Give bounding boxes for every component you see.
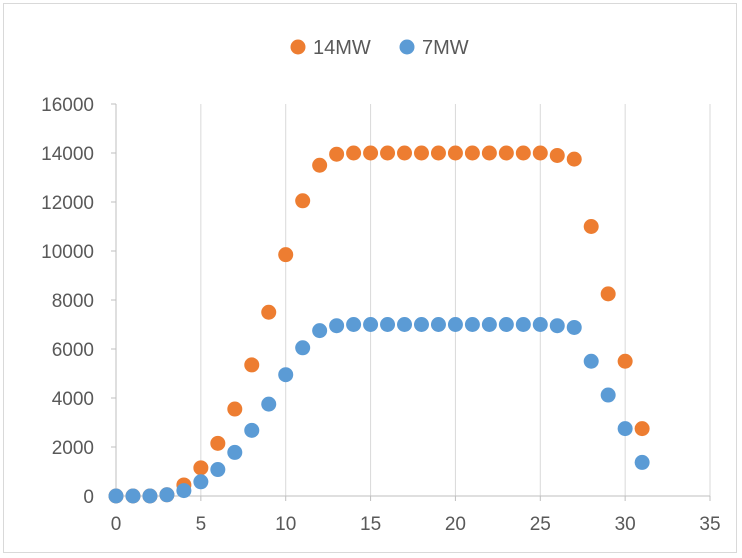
y-tick-label: 12000 bbox=[41, 193, 94, 214]
y-tick-label: 0 bbox=[83, 487, 94, 508]
data-point-7mw-23 bbox=[498, 317, 514, 332]
data-point-14mw-20 bbox=[447, 145, 463, 161]
x-tick-label: 20 bbox=[445, 514, 466, 535]
data-point-14mw-29 bbox=[600, 286, 616, 302]
data-point-14mw-26 bbox=[549, 147, 565, 163]
data-point-7mw-5 bbox=[193, 474, 209, 490]
data-point-14mw-17 bbox=[397, 145, 413, 161]
legend-marker-14mw bbox=[290, 39, 306, 55]
data-point-7mw-0 bbox=[108, 488, 124, 504]
data-point-7mw-29 bbox=[600, 387, 616, 403]
data-points bbox=[108, 145, 650, 504]
y-tick-label: 6000 bbox=[52, 340, 94, 361]
x-tick-label: 35 bbox=[699, 514, 720, 535]
data-point-7mw-21 bbox=[464, 317, 480, 332]
data-point-7mw-7 bbox=[227, 444, 243, 460]
data-point-14mw-21 bbox=[464, 145, 480, 161]
data-point-7mw-3 bbox=[159, 487, 175, 503]
data-point-7mw-12 bbox=[312, 323, 328, 339]
data-point-7mw-28 bbox=[583, 353, 599, 369]
y-tick-label: 8000 bbox=[52, 291, 94, 312]
data-point-7mw-1 bbox=[125, 488, 141, 504]
y-tick-label: 16000 bbox=[41, 95, 94, 116]
data-point-7mw-10 bbox=[278, 367, 294, 383]
x-tick-label: 30 bbox=[615, 514, 636, 535]
data-point-14mw-11 bbox=[295, 193, 311, 209]
y-tick-label: 10000 bbox=[41, 242, 94, 263]
grid-lines bbox=[200, 104, 711, 496]
data-point-14mw-9 bbox=[261, 304, 277, 320]
data-point-7mw-18 bbox=[413, 317, 429, 332]
data-point-14mw-18 bbox=[413, 145, 429, 161]
legend-label-7mw: 7MW bbox=[422, 37, 469, 59]
x-tick-label: 0 bbox=[111, 514, 122, 535]
x-tick-label: 25 bbox=[530, 514, 551, 535]
data-point-7mw-26 bbox=[549, 318, 565, 334]
data-point-7mw-31 bbox=[634, 454, 650, 470]
data-point-7mw-22 bbox=[481, 317, 497, 332]
data-point-14mw-7 bbox=[227, 401, 243, 417]
data-point-7mw-17 bbox=[397, 317, 413, 332]
data-point-7mw-25 bbox=[532, 317, 548, 332]
data-point-14mw-22 bbox=[481, 145, 497, 161]
data-point-14mw-24 bbox=[515, 145, 531, 161]
data-point-7mw-11 bbox=[295, 340, 311, 356]
legend-marker-7mw bbox=[399, 39, 415, 55]
data-point-7mw-30 bbox=[617, 421, 633, 437]
data-point-14mw-19 bbox=[430, 145, 446, 161]
data-point-14mw-5 bbox=[193, 460, 209, 476]
data-point-14mw-16 bbox=[380, 145, 396, 161]
data-point-7mw-27 bbox=[566, 319, 582, 335]
data-point-7mw-15 bbox=[363, 317, 379, 332]
x-tick-label: 10 bbox=[275, 514, 296, 535]
x-tick-label: 5 bbox=[196, 514, 207, 535]
data-point-14mw-8 bbox=[244, 357, 260, 373]
data-point-7mw-20 bbox=[447, 317, 463, 332]
data-point-7mw-13 bbox=[329, 318, 345, 334]
data-point-7mw-4 bbox=[176, 483, 192, 499]
chart-area bbox=[3, 3, 737, 553]
data-point-14mw-23 bbox=[498, 145, 514, 161]
tick-labels: 0 2000 4000 6000 8000 10000 12000 14000 16000 0 5 1… bbox=[41, 95, 720, 535]
data-point-7mw-6 bbox=[210, 462, 226, 478]
data-point-14mw-12 bbox=[312, 157, 328, 173]
x-tick-label: 15 bbox=[360, 514, 381, 535]
data-point-14mw-28 bbox=[583, 219, 599, 234]
data-point-14mw-13 bbox=[329, 146, 345, 162]
data-point-14mw-30 bbox=[617, 353, 633, 369]
data-point-14mw-31 bbox=[634, 421, 650, 437]
data-point-7mw-16 bbox=[380, 317, 396, 332]
legend-label-14mw: 14MW bbox=[313, 37, 371, 59]
data-point-7mw-8 bbox=[244, 422, 260, 438]
data-point-14mw-25 bbox=[532, 145, 548, 161]
data-point-14mw-14 bbox=[346, 145, 362, 161]
data-point-7mw-9 bbox=[261, 396, 277, 412]
data-point-7mw-24 bbox=[515, 317, 531, 332]
y-tick-label: 2000 bbox=[52, 438, 94, 459]
data-point-7mw-2 bbox=[142, 488, 158, 504]
data-point-7mw-14 bbox=[346, 317, 362, 332]
data-point-7mw-19 bbox=[430, 317, 446, 332]
data-point-14mw-15 bbox=[363, 145, 379, 161]
y-tick-label: 4000 bbox=[52, 389, 94, 410]
data-point-14mw-10 bbox=[278, 247, 294, 263]
data-point-14mw-27 bbox=[566, 151, 582, 167]
y-tick-label: 14000 bbox=[41, 144, 94, 165]
legend: 14MW 7MW bbox=[290, 37, 469, 59]
data-point-14mw-6 bbox=[210, 435, 226, 451]
